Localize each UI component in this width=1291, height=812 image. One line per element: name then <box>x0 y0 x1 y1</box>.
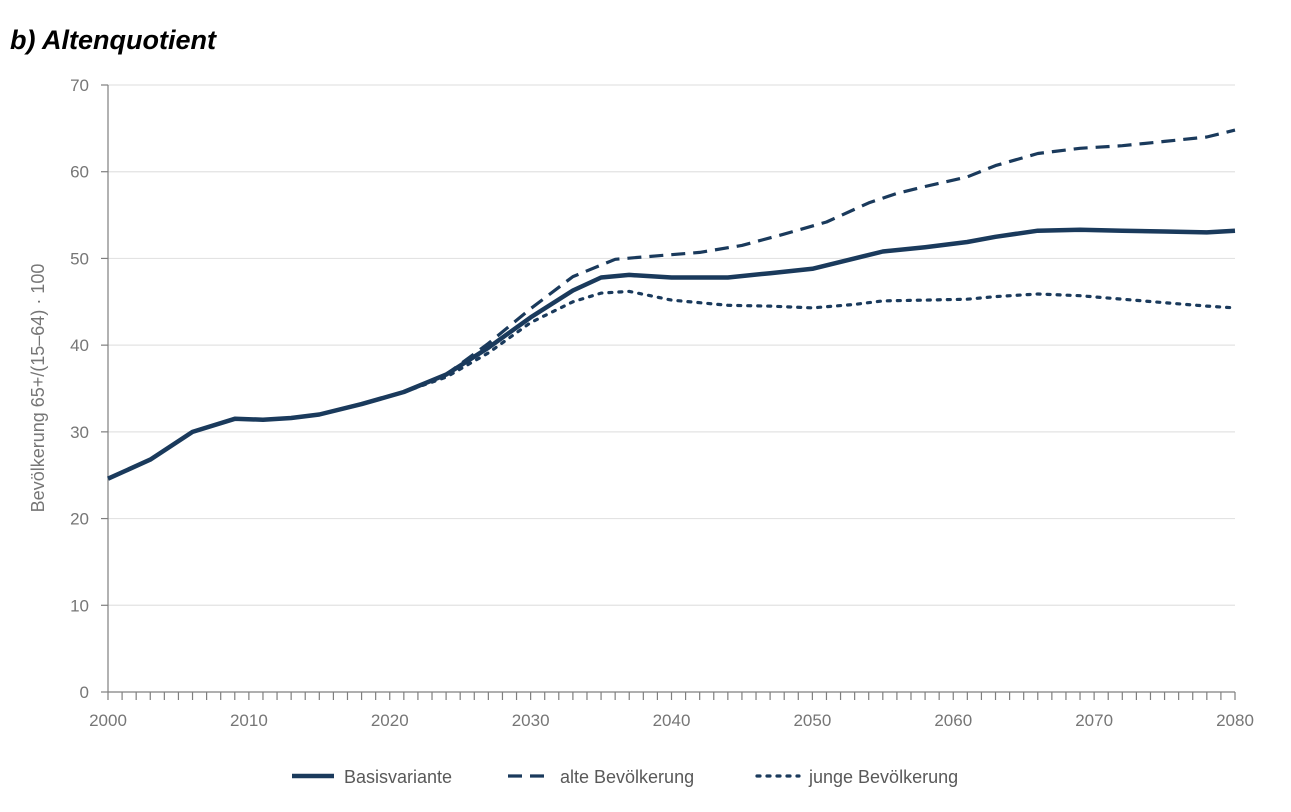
series-line-2 <box>402 289 1237 394</box>
x-tick-label: 2020 <box>371 711 409 730</box>
y-axis-label: Bevölkerung 65+/(15–64) · 100 <box>28 264 48 513</box>
x-tick-label: 2010 <box>230 711 268 730</box>
legend-label-1: alte Bevölkerung <box>560 767 694 787</box>
axes <box>101 84 1236 700</box>
series-line-1 <box>403 128 1236 394</box>
y-tick-label: 0 <box>80 683 89 702</box>
x-tick-label: 2070 <box>1075 711 1113 730</box>
x-tick-label: 2000 <box>89 711 127 730</box>
y-tick-label: 50 <box>70 249 89 268</box>
series-lines <box>107 128 1237 481</box>
y-tick-label: 10 <box>70 596 89 615</box>
y-tick-label: 60 <box>70 163 89 182</box>
y-tick-label: 30 <box>70 423 89 442</box>
y-tick-label: 20 <box>70 510 89 529</box>
legend-label-2: junge Bevölkerung <box>808 767 958 787</box>
x-tick-label: 2030 <box>512 711 550 730</box>
x-tick-label: 2050 <box>793 711 831 730</box>
x-tick-label: 2080 <box>1216 711 1254 730</box>
chart-title: b) Altenquotient <box>10 25 217 55</box>
legend-label-0: Basisvariante <box>344 767 452 787</box>
y-tick-label: 70 <box>70 76 89 95</box>
x-tick-label: 2060 <box>934 711 972 730</box>
series-line-0 <box>107 227 1236 481</box>
x-tick-label: 2040 <box>653 711 691 730</box>
grid <box>108 84 1235 606</box>
legend: Basisvariante alte Bevölkerung junge Bevöl… <box>292 767 958 787</box>
y-tick-label: 40 <box>70 336 89 355</box>
